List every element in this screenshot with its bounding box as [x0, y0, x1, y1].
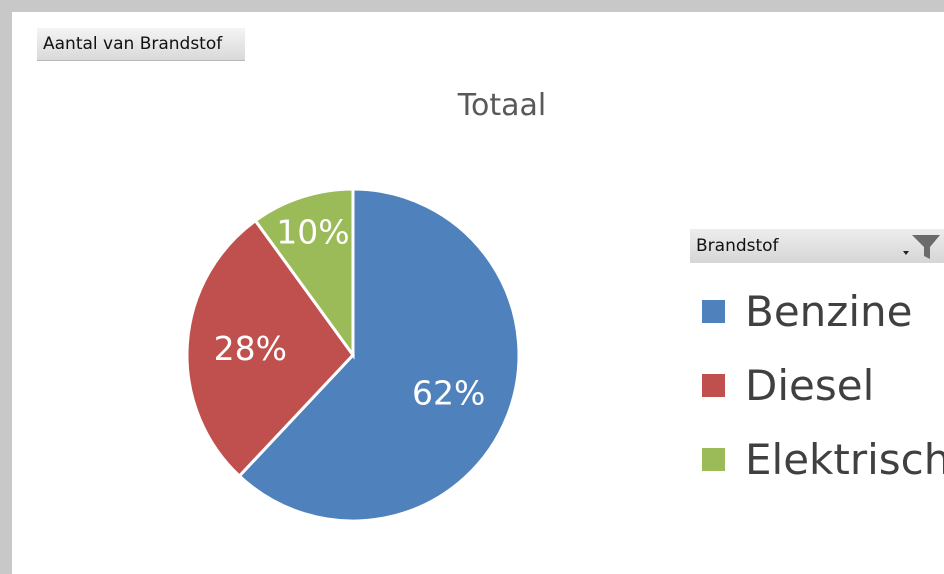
legend-item-elektrisch[interactable]: Elektrisch — [702, 422, 944, 496]
legend: Benzine Diesel Elektrisch — [702, 274, 944, 496]
data-label-elektrisch: 10% — [276, 212, 349, 251]
filter-dropdown-icon[interactable] — [900, 229, 942, 263]
pie-slice-diesel[interactable] — [185, 218, 355, 479]
legend-field-button[interactable]: Brandstof — [690, 229, 944, 263]
legend-field-label: Brandstof — [696, 236, 779, 256]
pivot-chart: Aantal van Brandstof Totaal 62% 28% 10% Br… — [12, 12, 944, 574]
legend-label: Elektrisch — [745, 434, 944, 484]
legend-swatch — [702, 299, 725, 323]
legend-label: Diesel — [745, 360, 875, 410]
data-label-diesel: 28% — [214, 329, 287, 368]
legend-swatch — [702, 447, 725, 471]
chart-title: Totaal — [457, 88, 547, 123]
value-field-button[interactable]: Aantal van Brandstof — [37, 28, 245, 61]
pie-chart: 62% 28% 10% — [185, 187, 521, 523]
legend-item-diesel[interactable]: Diesel — [702, 348, 944, 422]
legend-swatch — [702, 373, 725, 397]
pie-slice-elektrisch[interactable] — [253, 187, 355, 360]
legend-item-benzine[interactable]: Benzine — [702, 274, 944, 348]
pie-slice-benzine[interactable] — [237, 187, 521, 523]
legend-label: Benzine — [745, 286, 913, 336]
data-label-benzine: 62% — [412, 373, 485, 412]
